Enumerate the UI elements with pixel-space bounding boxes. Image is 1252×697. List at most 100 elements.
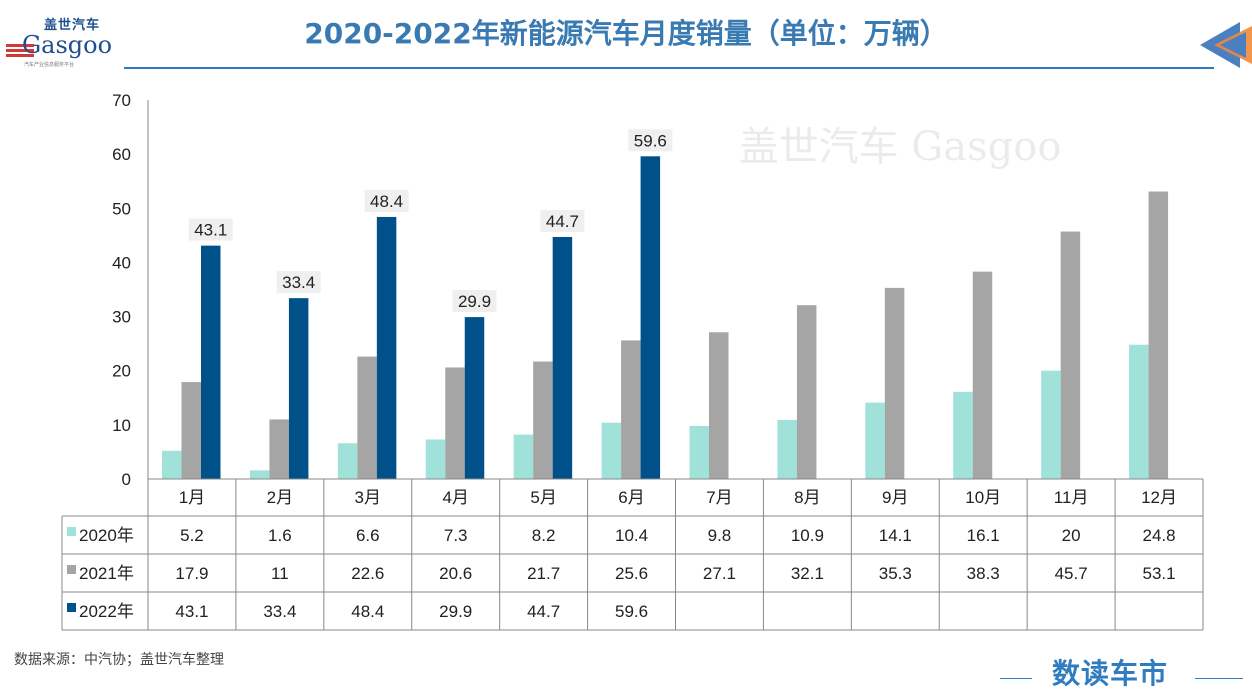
table-cell: 25.6 bbox=[615, 564, 648, 583]
bar-2020年-7月 bbox=[689, 425, 709, 479]
table-cell: 22.6 bbox=[351, 564, 384, 583]
x-tick-label: 1月 bbox=[179, 488, 205, 507]
x-tick-label: 9月 bbox=[882, 488, 908, 507]
x-tick-label: 3月 bbox=[355, 488, 381, 507]
data-label: 59.6 bbox=[634, 131, 667, 150]
watermark: 盖世汽车 Gasgoo bbox=[739, 124, 1062, 170]
bar-2020年-1月 bbox=[162, 450, 182, 479]
bar-2022年-5月 bbox=[552, 236, 573, 479]
table-cell: 8.2 bbox=[532, 526, 556, 545]
table-cell: 53.1 bbox=[1142, 564, 1175, 583]
source-note: 数据来源：中汽协；盖世汽车整理 bbox=[14, 651, 224, 667]
bar-2022年-4月 bbox=[464, 317, 485, 479]
y-tick-label: 30 bbox=[112, 308, 131, 327]
bar-2020年-4月 bbox=[425, 439, 446, 479]
y-tick-label: 0 bbox=[122, 470, 131, 489]
bar-2022年-3月 bbox=[376, 216, 397, 479]
bar-2021年-1月 bbox=[181, 382, 201, 479]
bar-2021年-4月 bbox=[445, 367, 465, 479]
bar-2020年-3月 bbox=[337, 443, 358, 479]
table-cell: 20 bbox=[1062, 526, 1081, 545]
table-cell: 1.6 bbox=[268, 526, 292, 545]
legend-label: 2020年 bbox=[79, 526, 134, 545]
x-tick-label: 4月 bbox=[442, 488, 468, 507]
x-tick-label: 2月 bbox=[267, 488, 293, 507]
logo-cn: 盖世汽车 bbox=[44, 17, 101, 32]
y-tick-label: 40 bbox=[112, 253, 131, 272]
bar-2020年-8月 bbox=[777, 419, 797, 479]
table-cell: 7.3 bbox=[444, 526, 468, 545]
table-cell: 6.6 bbox=[356, 526, 380, 545]
data-label-bg bbox=[628, 129, 673, 152]
table-cell: 43.1 bbox=[175, 602, 208, 621]
x-tick-label: 6月 bbox=[618, 488, 644, 507]
table-cell: 32.1 bbox=[791, 564, 824, 583]
bar-2021年-12月 bbox=[1148, 191, 1169, 479]
table-cell: 20.6 bbox=[439, 564, 472, 583]
bar-2021年-3月 bbox=[357, 356, 377, 479]
x-tick-label: 12月 bbox=[1141, 488, 1177, 507]
arrow-left-icon bbox=[1200, 22, 1252, 68]
bar-2022年-2月 bbox=[288, 298, 309, 479]
legend-label: 2022年 bbox=[79, 602, 134, 621]
bar-2020年-11月 bbox=[1041, 370, 1061, 479]
table-cell: 9.8 bbox=[708, 526, 732, 545]
bar-2020年-6月 bbox=[601, 422, 622, 479]
data-label-bg bbox=[188, 218, 233, 241]
table-cell: 14.1 bbox=[879, 526, 912, 545]
bar-2020年-9月 bbox=[865, 402, 885, 479]
bar-2021年-2月 bbox=[269, 419, 289, 479]
x-tick-label: 11月 bbox=[1054, 488, 1089, 507]
data-label-bg bbox=[276, 271, 321, 294]
x-tick-label: 8月 bbox=[794, 488, 820, 507]
bar-2020年-2月 bbox=[249, 470, 270, 479]
table-cell: 33.4 bbox=[263, 602, 296, 621]
data-label-bg bbox=[540, 209, 585, 232]
table-cell: 10.9 bbox=[791, 526, 824, 545]
table-cell: 59.6 bbox=[615, 602, 648, 621]
data-label: 33.4 bbox=[282, 273, 315, 292]
logo-tagline: 汽车产业信息服务平台 bbox=[24, 62, 75, 68]
title-divider bbox=[124, 67, 1214, 69]
bar-2021年-6月 bbox=[621, 340, 641, 479]
table-cell: 5.2 bbox=[180, 526, 204, 545]
legend-swatch-2021年 bbox=[67, 565, 76, 574]
x-tick-label: 10月 bbox=[965, 488, 1001, 507]
legend-swatch-2020年 bbox=[67, 527, 76, 536]
brand-logo: 数读车市 bbox=[1052, 658, 1169, 689]
data-label: 29.9 bbox=[458, 292, 491, 311]
table-cell: 35.3 bbox=[879, 564, 912, 583]
table-cell: 10.4 bbox=[615, 526, 648, 545]
table-cell: 38.3 bbox=[967, 564, 1000, 583]
y-tick-label: 60 bbox=[112, 145, 131, 164]
x-tick-label: 5月 bbox=[530, 488, 556, 507]
y-tick-label: 20 bbox=[112, 362, 131, 381]
bar-2021年-9月 bbox=[884, 287, 905, 479]
bar-2021年-5月 bbox=[533, 361, 553, 479]
table-cell: 21.7 bbox=[527, 564, 560, 583]
bar-2021年-8月 bbox=[796, 305, 817, 479]
page-title: 2020-2022年新能源汽车月度销量（单位：万辆） bbox=[304, 17, 948, 50]
data-label-bg bbox=[364, 189, 409, 212]
brand-line-left bbox=[1000, 678, 1032, 679]
bar-2022年-6月 bbox=[640, 156, 661, 479]
data-label: 43.1 bbox=[194, 221, 227, 240]
logo-en: Gasgoo bbox=[22, 31, 113, 59]
y-tick-label: 70 bbox=[112, 91, 131, 110]
legend-swatch-2022年 bbox=[67, 603, 76, 612]
y-tick-label: 10 bbox=[112, 416, 131, 435]
y-tick-label: 50 bbox=[112, 199, 131, 218]
bar-2021年-11月 bbox=[1060, 231, 1081, 479]
bar-2020年-12月 bbox=[1129, 344, 1149, 479]
table-cell: 29.9 bbox=[439, 602, 472, 621]
table-cell: 44.7 bbox=[527, 602, 560, 621]
table-cell: 11 bbox=[271, 564, 289, 583]
data-label: 48.4 bbox=[370, 192, 403, 211]
table-cell: 17.9 bbox=[175, 564, 208, 583]
table-cell: 24.8 bbox=[1142, 526, 1175, 545]
bar-2021年-7月 bbox=[709, 332, 729, 479]
bar-2020年-10月 bbox=[953, 391, 973, 479]
data-label-bg bbox=[452, 290, 497, 313]
